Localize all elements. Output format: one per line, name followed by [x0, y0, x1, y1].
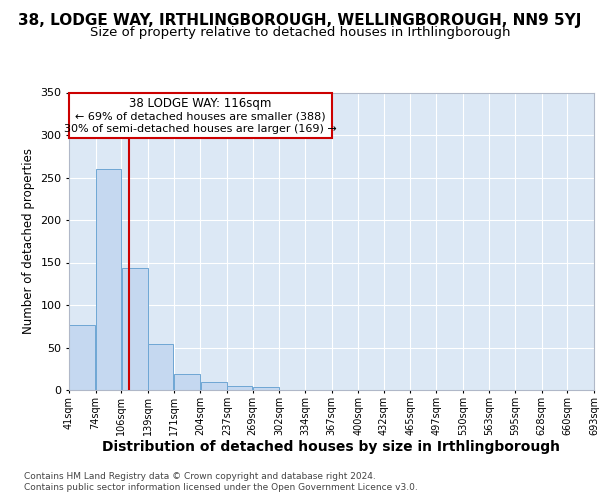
- Bar: [227, 386, 253, 390]
- FancyBboxPatch shape: [69, 92, 331, 138]
- Text: Contains HM Land Registry data © Crown copyright and database right 2024.: Contains HM Land Registry data © Crown c…: [24, 472, 376, 481]
- Bar: [174, 374, 200, 390]
- Text: 30% of semi-detached houses are larger (169) →: 30% of semi-detached houses are larger (…: [64, 124, 337, 134]
- Bar: [148, 344, 173, 390]
- Bar: [253, 386, 279, 390]
- Bar: [96, 169, 121, 390]
- Text: 38 LODGE WAY: 116sqm: 38 LODGE WAY: 116sqm: [129, 97, 271, 110]
- Text: ← 69% of detached houses are smaller (388): ← 69% of detached houses are smaller (38…: [75, 112, 326, 122]
- Bar: [200, 382, 227, 390]
- Text: Size of property relative to detached houses in Irthlingborough: Size of property relative to detached ho…: [90, 26, 510, 39]
- Bar: [69, 326, 95, 390]
- Y-axis label: Number of detached properties: Number of detached properties: [22, 148, 35, 334]
- Text: 38, LODGE WAY, IRTHLINGBOROUGH, WELLINGBOROUGH, NN9 5YJ: 38, LODGE WAY, IRTHLINGBOROUGH, WELLINGB…: [19, 12, 581, 28]
- Text: Contains public sector information licensed under the Open Government Licence v3: Contains public sector information licen…: [24, 483, 418, 492]
- Bar: [122, 268, 148, 390]
- X-axis label: Distribution of detached houses by size in Irthlingborough: Distribution of detached houses by size …: [103, 440, 560, 454]
